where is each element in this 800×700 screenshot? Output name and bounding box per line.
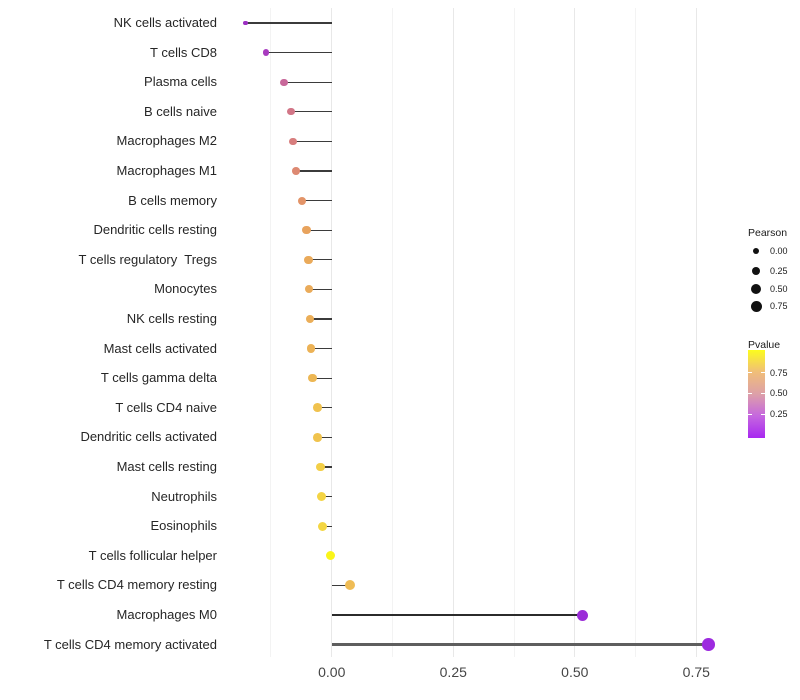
data-point-dot [345, 580, 356, 591]
y-axis-category-label: Eosinophils [150, 518, 218, 534]
data-point-dot [576, 609, 588, 621]
lollipop-stem [331, 584, 351, 587]
x-axis-tick-label: 0.50 [561, 664, 589, 680]
lollipop-stem [284, 81, 332, 83]
data-point-dot [313, 433, 322, 442]
data-point-dot [308, 373, 317, 383]
y-axis-category-label: Plasma cells [144, 74, 217, 90]
lollipop-stem [309, 318, 332, 320]
y-axis-category-label: Macrophages M0 [116, 607, 217, 622]
y-axis-category-label: Macrophages M1 [116, 163, 217, 178]
gradient-tick-mark [748, 372, 752, 374]
x-axis-tick-label: 0.00 [318, 664, 346, 680]
y-axis-category-label: Dendritic cells activated [80, 429, 217, 445]
major-gridline [695, 8, 697, 657]
lollipop-stem [320, 466, 332, 468]
y-axis-category-label: T cells follicular helper [88, 547, 217, 563]
lollipop-stem [306, 229, 332, 231]
y-axis-category-label: Dendritic cells resting [93, 222, 217, 238]
y-axis-category-label: B cells memory [128, 192, 217, 208]
lollipop-stem [331, 643, 709, 646]
legend-pvalue-tick-label: 0.75 [770, 367, 788, 378]
data-point-dot [297, 196, 306, 205]
y-axis-category-label: T cells CD8 [150, 44, 217, 60]
legend-size-dot [751, 284, 761, 294]
y-axis-category-label: Mast cells activated [103, 340, 217, 356]
x-axis-tick-label: 0.75 [682, 664, 710, 680]
lollipop-stem [301, 199, 332, 202]
x-axis-tick-label: 0.25 [439, 664, 467, 680]
data-point-dot [242, 20, 248, 26]
major-gridline [574, 8, 576, 657]
minor-gridline [392, 8, 393, 657]
y-axis-category-label: T cells CD4 memory resting [56, 577, 217, 593]
y-axis-category-label: T cells CD4 naive [115, 399, 217, 415]
legend-size-label: 0.75 [770, 301, 788, 312]
lollipop-stem [310, 347, 332, 350]
lollipop-stem [266, 51, 332, 54]
data-point-dot [316, 492, 326, 502]
data-point-dot [302, 226, 311, 235]
lollipop-stem [321, 495, 332, 498]
data-point-dot [280, 78, 288, 86]
data-point-dot [317, 521, 327, 531]
major-gridline [331, 8, 333, 657]
minor-gridline [635, 8, 637, 657]
legend-pearson-title: Pearson [748, 227, 788, 239]
data-point-dot [292, 167, 301, 175]
minor-gridline [270, 8, 272, 657]
y-axis-category-label: Macrophages M2 [116, 133, 217, 149]
legend-pvalue-tick-label: 0.25 [770, 409, 788, 420]
y-axis-category-label: Mast cells resting [116, 459, 217, 474]
data-point-dot [312, 403, 322, 413]
data-point-dot [306, 344, 316, 353]
lollipop-stem [317, 436, 332, 439]
lollipop-stem [322, 525, 332, 527]
major-gridline [452, 8, 454, 657]
data-point-dot [262, 49, 270, 56]
lollipop-stem [296, 170, 332, 172]
lollipop-stem [312, 377, 332, 379]
lollipop-stem [309, 288, 332, 291]
lollipop-stem [245, 22, 332, 24]
y-axis-category-label: T cells gamma delta [100, 370, 217, 386]
legend-size-label: 0.00 [770, 246, 788, 257]
legend-size-label: 0.50 [770, 284, 788, 294]
legend-size-dot [750, 300, 762, 312]
legend-size-dot [753, 248, 759, 255]
legend-pvalue-tick-label: 0.50 [770, 388, 788, 399]
data-point-dot [304, 255, 313, 264]
lollipop-stem [292, 140, 332, 143]
y-axis-category-label: Monocytes [154, 281, 217, 297]
minor-gridline [513, 8, 515, 657]
lollipop-stem [317, 407, 332, 409]
lollipop-stem [308, 259, 332, 261]
y-axis-category-label: B cells naive [144, 103, 217, 119]
y-axis-category-label: Neutrophils [151, 488, 217, 504]
pvalue-gradient-bar [748, 350, 765, 438]
data-point-dot [287, 108, 295, 116]
y-axis-category-label: T cells CD4 memory activated [43, 636, 217, 652]
y-axis-category-label: NK cells resting [126, 311, 217, 326]
lollipop-stem [290, 111, 332, 113]
gradient-tick-mark [748, 392, 752, 394]
data-point-dot [326, 551, 336, 561]
data-point-dot [305, 314, 315, 324]
data-point-dot [305, 285, 314, 294]
data-point-dot [702, 638, 715, 651]
legend-size-dot [752, 266, 760, 275]
gradient-tick-mark [761, 372, 765, 374]
legend-size-label: 0.25 [770, 265, 788, 276]
gradient-tick-mark [761, 392, 765, 394]
legend-pvalue-title: Pvalue [748, 339, 781, 351]
gradient-tick-mark [748, 413, 752, 416]
y-axis-category-label: T cells regulatory Tregs [78, 251, 217, 267]
gradient-tick-mark [761, 413, 765, 416]
y-axis-category-label: NK cells activated [113, 15, 217, 30]
data-point-dot [315, 462, 325, 472]
lollipop-stem [331, 614, 583, 616]
data-point-dot [289, 137, 297, 146]
